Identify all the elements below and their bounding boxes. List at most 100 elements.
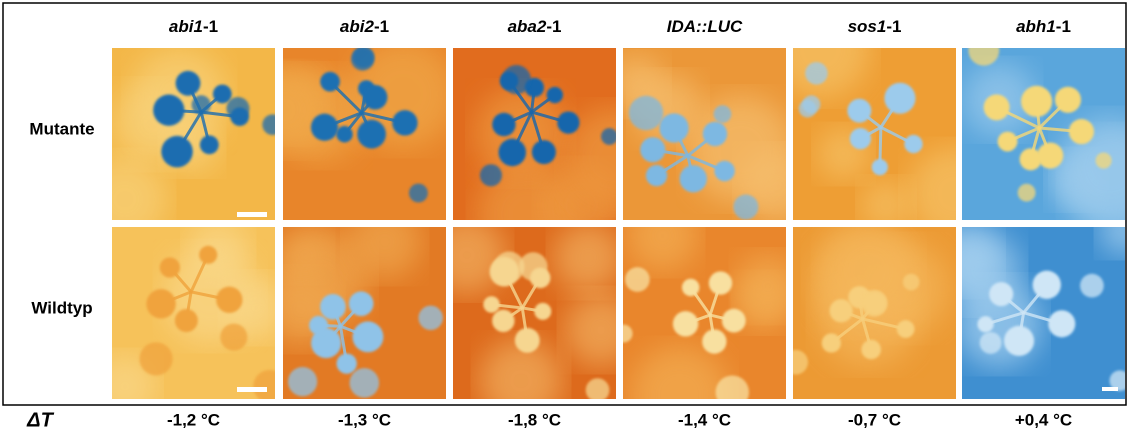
leaf: [161, 136, 193, 168]
allele: -1: [886, 17, 901, 36]
leaf: [850, 128, 871, 149]
image-content: [962, 35, 1131, 239]
leaf: [1048, 310, 1075, 337]
allele: -1: [374, 17, 389, 36]
gene-name: abh1: [1016, 17, 1056, 36]
row-label: Mutante: [29, 119, 94, 138]
delta-value: -1,8 °C: [508, 410, 561, 429]
leaf: [175, 309, 198, 332]
scale-bar: [237, 387, 267, 392]
leaf: [1069, 119, 1094, 144]
leaf: [192, 95, 211, 114]
leaf: [646, 165, 667, 186]
image-haze: [187, 219, 250, 282]
leaf: [822, 333, 841, 352]
image-content: [93, 219, 288, 419]
leaf: [146, 289, 175, 318]
leaf: [349, 291, 374, 316]
leaf: [216, 287, 242, 313]
thermal-image: [82, 48, 283, 242]
leaf: [861, 290, 888, 317]
leaf: [519, 252, 548, 281]
leaf: [702, 329, 726, 353]
leaf: [492, 113, 515, 136]
leaf: [682, 279, 699, 296]
leaf: [515, 328, 540, 353]
allele: -1: [1056, 17, 1071, 36]
thermal-image: [931, 204, 1131, 399]
leaf: [320, 72, 340, 92]
leaf: [1018, 184, 1036, 202]
row-label: Wildtyp: [31, 298, 92, 317]
leaf: [714, 161, 734, 181]
leaf: [363, 85, 388, 110]
delta-value: -1,2 °C: [167, 410, 220, 429]
leaf: [483, 296, 500, 313]
leaf: [557, 111, 579, 133]
image-content: [427, 216, 637, 423]
leaf: [199, 246, 217, 264]
leaf: [659, 113, 688, 142]
leaf: [625, 267, 650, 292]
delta-value: -1,4 °C: [678, 410, 731, 429]
gene-name: abi2: [340, 17, 375, 36]
leaf: [320, 294, 346, 320]
column-header: IDA::LUC: [667, 17, 743, 36]
column-header: sos1-1: [848, 17, 902, 36]
leaf: [802, 95, 820, 113]
thermal-image: [783, 222, 956, 399]
column-header: aba2-1: [508, 17, 562, 36]
gene-name: abi1: [169, 17, 203, 36]
image-haze: [131, 48, 228, 145]
leaf: [213, 85, 232, 104]
delta-label: ΔT: [26, 409, 54, 431]
leaf: [998, 132, 1018, 152]
leaf: [722, 309, 746, 333]
leaf: [1080, 274, 1104, 298]
leaf: [673, 311, 698, 336]
leaf: [980, 332, 1002, 354]
leaf: [176, 71, 201, 96]
leaf: [262, 114, 283, 135]
leaf: [200, 135, 219, 154]
leaf: [861, 340, 881, 360]
thermal-image: [263, 205, 446, 399]
leaf: [1021, 86, 1052, 117]
leaf: [350, 368, 380, 398]
leaf: [903, 274, 920, 291]
leaf: [709, 271, 732, 294]
image-content: [608, 48, 815, 223]
leaf: [629, 96, 663, 130]
leaf: [547, 87, 563, 103]
leaf: [220, 324, 247, 351]
leaf: [783, 350, 808, 375]
leaf: [872, 159, 888, 175]
image-haze: [735, 254, 800, 319]
thermal-image: [608, 48, 815, 223]
leaf: [352, 321, 383, 352]
leaf: [357, 120, 386, 149]
thermal-image: [93, 219, 288, 419]
gene-name: IDA::LUC: [667, 17, 743, 36]
leaf: [288, 367, 317, 396]
panels: [82, 0, 1131, 437]
leaf: [968, 35, 999, 66]
leaf: [502, 65, 531, 94]
image-content: [931, 204, 1131, 399]
leaf: [601, 128, 618, 145]
leaf: [532, 140, 556, 164]
leaf: [977, 316, 993, 332]
leaf: [309, 316, 328, 335]
leaf: [984, 94, 1010, 120]
gene-name: aba2: [508, 17, 547, 36]
leaf: [139, 342, 172, 375]
leaf: [409, 184, 428, 203]
leaf: [989, 282, 1013, 306]
leaf: [351, 47, 374, 70]
scale-bar: [1102, 387, 1118, 391]
delta-value: +0,4 °C: [1015, 410, 1072, 429]
leaf: [680, 165, 707, 192]
leaf: [716, 376, 749, 409]
leaf: [640, 137, 665, 162]
leaf: [1020, 148, 1042, 170]
